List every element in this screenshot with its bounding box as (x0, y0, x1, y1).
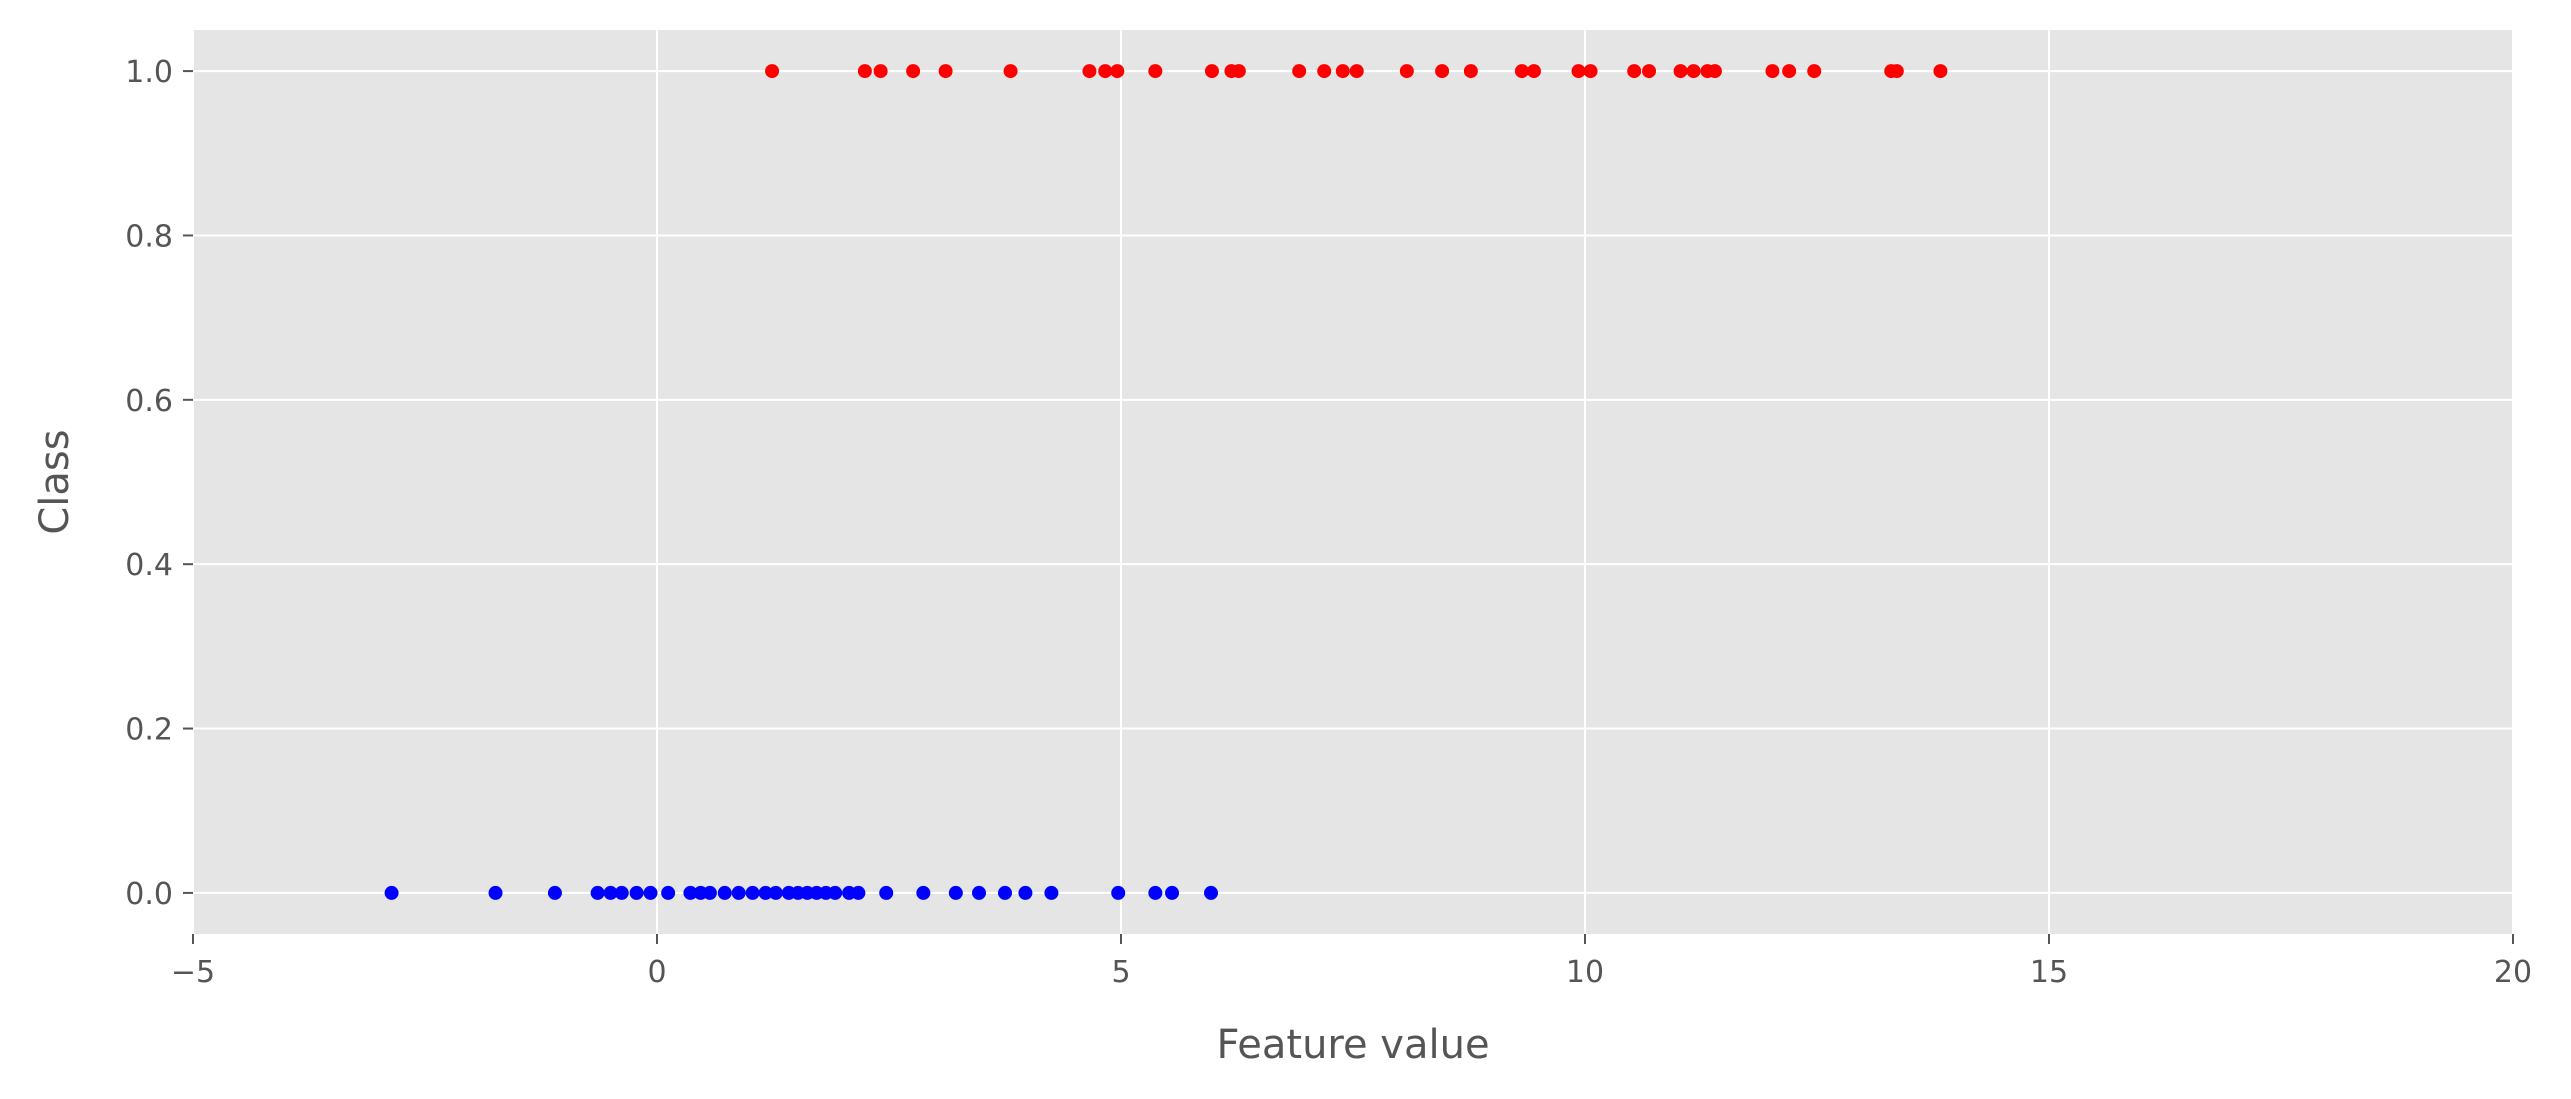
y-axis-label: Class (32, 429, 78, 534)
data-point-class-1 (1686, 64, 1701, 79)
data-point-class-1 (906, 64, 921, 79)
data-point-class-1 (1003, 64, 1018, 79)
x-tick-label: 15 (2030, 955, 2068, 990)
data-point-class-1 (1933, 64, 1948, 79)
data-point-class-0 (488, 885, 503, 900)
x-axis-label: Feature value (1216, 1022, 1489, 1068)
data-point-class-1 (1317, 64, 1332, 79)
data-point-class-0 (661, 885, 676, 900)
data-point-class-0 (384, 885, 399, 900)
data-point-class-0 (879, 885, 894, 900)
data-point-class-1 (1399, 64, 1414, 79)
data-point-class-1 (1807, 64, 1822, 79)
data-point-class-1 (1435, 64, 1450, 79)
data-point-class-1 (1627, 64, 1642, 79)
x-tick-label: 20 (2494, 955, 2532, 990)
x-tick-label: −5 (171, 955, 215, 990)
y-tick-label: 0.0 (125, 877, 173, 912)
data-point-class-0 (851, 885, 866, 900)
data-point-class-1 (1889, 64, 1904, 79)
data-point-class-0 (1018, 885, 1033, 900)
data-point-class-1 (1571, 64, 1586, 79)
data-point-class-1 (1526, 64, 1541, 79)
data-point-class-0 (590, 885, 605, 900)
data-point-class-0 (1111, 885, 1126, 900)
y-tick-label: 0.2 (125, 713, 173, 748)
data-point-class-1 (1231, 64, 1246, 79)
data-point-class-0 (768, 885, 783, 900)
data-point-class-1 (1204, 64, 1219, 79)
data-point-class-1 (1765, 64, 1780, 79)
data-point-class-1 (1349, 64, 1364, 79)
data-point-class-0 (1165, 885, 1180, 900)
data-point-class-0 (683, 885, 698, 900)
data-point-class-0 (916, 885, 931, 900)
data-point-class-1 (873, 64, 888, 79)
data-point-class-0 (702, 885, 717, 900)
data-point-class-1 (1782, 64, 1797, 79)
data-point-class-1 (1514, 64, 1529, 79)
y-tick-label: 0.4 (125, 548, 173, 583)
data-point-class-0 (717, 885, 732, 900)
data-point-class-0 (1204, 885, 1219, 900)
data-point-class-1 (765, 64, 780, 79)
axis-ticks: −5 0 5 10 15 20 0.0 0.2 0.4 0.6 0.8 1.0 (125, 55, 2532, 990)
data-point-class-1 (1463, 64, 1478, 79)
data-point-class-1 (1082, 64, 1097, 79)
x-tick-label: 5 (1111, 955, 1130, 990)
data-point-class-1 (1335, 64, 1350, 79)
data-point-class-1 (1098, 64, 1113, 79)
data-point-class-0 (547, 885, 562, 900)
data-point-class-0 (1044, 885, 1059, 900)
y-tick-label: 1.0 (125, 55, 173, 90)
data-point-class-0 (603, 885, 618, 900)
data-points (384, 64, 1948, 900)
x-tick-label: 10 (1566, 955, 1604, 990)
data-point-class-0 (1148, 885, 1163, 900)
y-tick-label: 0.8 (125, 219, 173, 254)
data-point-class-1 (1148, 64, 1163, 79)
grid-lines (192, 30, 2514, 934)
data-point-class-1 (1707, 64, 1722, 79)
data-point-class-0 (828, 885, 843, 900)
data-point-class-1 (938, 64, 953, 79)
data-point-class-0 (948, 885, 963, 900)
data-point-class-0 (745, 885, 760, 900)
data-point-class-1 (1673, 64, 1688, 79)
x-tick-label: 0 (647, 955, 666, 990)
data-point-class-0 (731, 885, 746, 900)
data-point-class-1 (1110, 64, 1125, 79)
data-point-class-0 (629, 885, 644, 900)
data-point-class-0 (614, 885, 629, 900)
data-point-class-0 (643, 885, 658, 900)
data-point-class-1 (1292, 64, 1307, 79)
y-tick-label: 0.6 (125, 384, 173, 419)
data-point-class-0 (998, 885, 1012, 900)
data-point-class-0 (758, 885, 773, 900)
plot-background (193, 30, 2513, 934)
data-point-class-1 (857, 64, 872, 79)
data-point-class-1 (1642, 64, 1657, 79)
data-point-class-0 (972, 885, 987, 900)
data-point-class-1 (1583, 64, 1598, 79)
